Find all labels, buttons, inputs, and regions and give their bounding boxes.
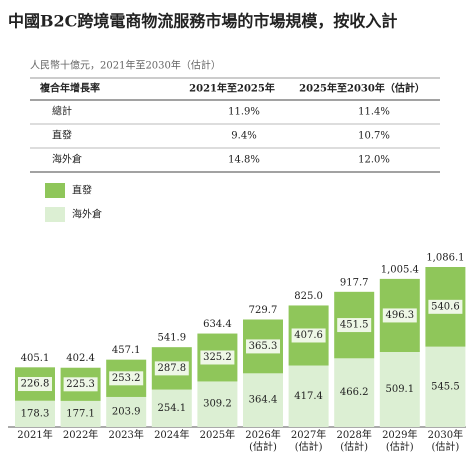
- label-box: [63, 377, 98, 392]
- value-label: 407.6: [294, 330, 323, 341]
- value-label: 364.4: [249, 395, 278, 406]
- table-cell: 總計: [52, 105, 72, 118]
- value-label: 466.2: [340, 387, 369, 398]
- x-tick-label: 2026年 (估計): [245, 430, 281, 453]
- table-cell: 12.0%: [358, 155, 390, 166]
- value-label: 325.2: [203, 352, 232, 363]
- table-header: 2025年至2030年（估計）: [299, 82, 425, 95]
- legend-swatch: [45, 207, 65, 222]
- table-cell: 11.4%: [358, 107, 390, 118]
- label-box: [291, 328, 326, 343]
- label-box: [18, 377, 52, 392]
- value-label: 287.8: [157, 363, 186, 374]
- legend-label: 直發: [72, 184, 92, 197]
- table-header: 複合年增長率: [39, 82, 100, 95]
- table-cell: 11.9%: [228, 107, 260, 118]
- x-tick-label: 2023年: [108, 430, 144, 441]
- value-label: 226.8: [21, 379, 50, 390]
- bar-segment: [197, 381, 238, 427]
- value-label: 177.1: [66, 408, 95, 419]
- label-box: [246, 339, 280, 354]
- bar-segment: [334, 358, 375, 427]
- table-header: 2021年至2025年: [189, 82, 275, 95]
- value-label: 178.3: [21, 408, 50, 419]
- table-cell: 9.4%: [231, 131, 256, 142]
- x-tick-label: 2021年: [17, 430, 53, 441]
- label-box: [154, 361, 189, 376]
- subtitle: 人民幣十億元，2021年至2030年（估計）: [30, 59, 221, 72]
- label-box: [428, 299, 463, 314]
- value-label: 496.3: [385, 310, 414, 321]
- total-label: 729.7: [249, 305, 278, 316]
- x-tick-label: 2027年 (估計): [290, 430, 327, 453]
- total-label: 825.0: [294, 291, 323, 302]
- bar-segment: [106, 396, 147, 427]
- value-label: 309.2: [203, 399, 232, 410]
- bar-segment: [425, 346, 466, 427]
- table-cell: 14.8%: [228, 155, 260, 166]
- total-label: 405.1: [21, 353, 50, 364]
- legend-label: 海外倉: [72, 208, 102, 221]
- label-box: [382, 308, 417, 323]
- bar-segment: [288, 365, 329, 427]
- value-label: 540.6: [431, 301, 460, 312]
- x-tick-label: 2022年: [62, 430, 99, 441]
- legend-swatch: [45, 183, 65, 198]
- bar-segment: [60, 400, 101, 427]
- table-cell: 10.7%: [358, 131, 390, 142]
- title: 中國B2C跨境電商物流服務市場的市場規模，按收入計: [8, 12, 397, 31]
- total-label: 1,086.1: [426, 253, 464, 264]
- value-label: 203.9: [112, 406, 141, 417]
- value-label: 545.5: [431, 381, 460, 392]
- value-label: 509.1: [385, 384, 414, 395]
- total-label: 634.4: [203, 319, 232, 330]
- value-label: 253.2: [112, 373, 141, 384]
- total-label: 541.9: [157, 333, 186, 344]
- table-cell: 直發: [52, 129, 72, 142]
- x-tick-label: 2030年 (估計): [427, 430, 464, 453]
- table-cell: 海外倉: [52, 153, 82, 166]
- label-box: [200, 350, 235, 365]
- x-tick-label: 2024年: [154, 430, 190, 441]
- total-label: 402.4: [66, 353, 95, 364]
- x-tick-label: 2025年: [199, 430, 236, 441]
- total-label: 917.7: [340, 277, 369, 288]
- x-tick-label: 2028年 (估計): [336, 430, 372, 453]
- label-box: [109, 371, 144, 386]
- bar-segment: [243, 373, 283, 427]
- bar-segment: [379, 352, 420, 427]
- bar-segment: [151, 389, 192, 427]
- x-tick-label: 2029年 (估計): [382, 430, 418, 453]
- total-label: 1,005.4: [381, 264, 419, 275]
- total-label: 457.1: [112, 345, 141, 356]
- value-label: 365.3: [249, 341, 278, 352]
- value-label: 451.5: [340, 320, 369, 331]
- label-box: [337, 318, 372, 333]
- value-label: 417.4: [294, 391, 323, 402]
- bar-segment: [15, 400, 55, 427]
- value-label: 225.3: [66, 379, 95, 390]
- value-label: 254.1: [157, 403, 186, 414]
